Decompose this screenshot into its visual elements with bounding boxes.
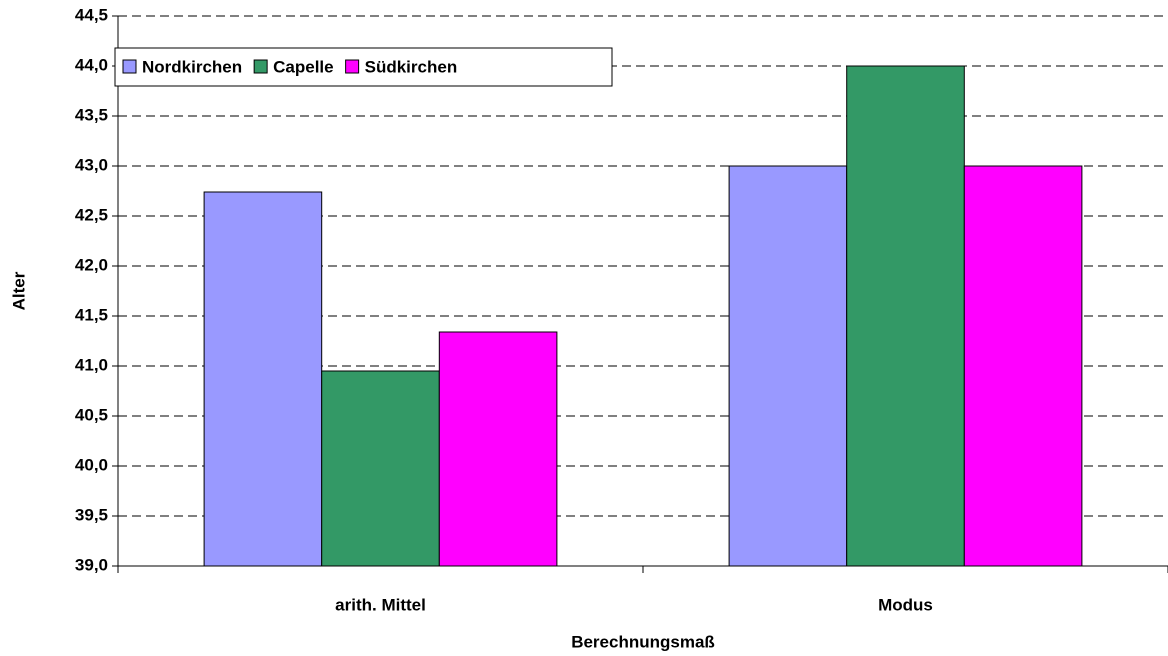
bar [321, 370, 440, 567]
bar [963, 165, 1083, 567]
y-tick-label: 41,5 [75, 305, 108, 324]
y-tick-label: 42,5 [75, 205, 108, 224]
bar [728, 165, 848, 567]
legend: Nordkirchen Capelle Südkirchen [114, 47, 613, 87]
y-tick-label: 43,5 [75, 105, 108, 124]
y-tick-label: 39,5 [75, 505, 108, 524]
y-axis-title: Alter [9, 271, 28, 310]
legend-swatch [122, 59, 137, 74]
bar [203, 191, 323, 567]
bar [846, 65, 965, 567]
x-axis-title: Berechnungsmaß [571, 632, 715, 651]
legend-label: Capelle [273, 57, 333, 76]
y-tick-label: 42,0 [75, 255, 108, 274]
y-tick-label: 44,5 [75, 5, 108, 24]
y-tick-label: 39,0 [75, 555, 108, 574]
legend-box [114, 47, 613, 87]
legend-label: Südkirchen [365, 57, 458, 76]
legend-swatch [253, 59, 268, 74]
y-tick-label: 43,0 [75, 155, 108, 174]
x-tick-label: Modus [878, 595, 933, 614]
y-tick-label: 41,0 [75, 355, 108, 374]
y-tick-label: 44,0 [75, 55, 108, 74]
x-tick-label: arith. Mittel [335, 595, 426, 614]
bar [438, 331, 558, 567]
legend-swatch [345, 59, 360, 74]
y-tick-label: 40,5 [75, 405, 108, 424]
legend-label: Nordkirchen [142, 57, 242, 76]
y-tick-label: 40,0 [75, 455, 108, 474]
